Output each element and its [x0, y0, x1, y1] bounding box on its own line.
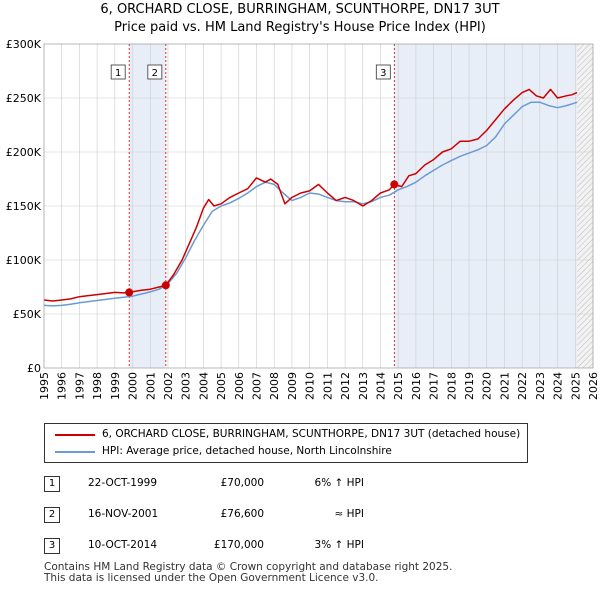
x-tick-label: 2016 — [410, 372, 423, 400]
x-tick-label: 2004 — [197, 372, 210, 400]
footer-licence: This data is licensed under the Open Gov… — [44, 572, 379, 584]
transaction-date: 10-OCT-2014 — [88, 539, 157, 551]
x-tick-label: 1997 — [73, 372, 86, 400]
chart-title-line2: Price paid vs. HM Land Registry's House … — [114, 20, 486, 35]
x-tick-label: 2002 — [162, 372, 175, 400]
legend-hpi-swatch — [55, 451, 95, 453]
x-tick-label: 2003 — [180, 372, 193, 400]
y-tick-label: £0 — [27, 362, 41, 375]
legend-hpi-label: HPI: Average price, detached house, Nort… — [102, 445, 392, 457]
x-tick-label: 2010 — [304, 372, 317, 400]
x-tick-label: 2011 — [321, 372, 334, 400]
y-tick-label: £200K — [6, 146, 42, 159]
transaction-price: £70,000 — [220, 477, 264, 489]
transaction-label-number: 3 — [380, 68, 386, 79]
x-tick-label: 2009 — [286, 372, 299, 400]
legend-property-label: 6, ORCHARD CLOSE, BURRINGHAM, SCUNTHORPE… — [102, 428, 521, 440]
x-tick-label: 2013 — [357, 372, 370, 400]
x-tick-label: 2015 — [392, 372, 405, 400]
x-tick-label: 2022 — [516, 372, 529, 400]
property-price-line — [43, 88, 578, 302]
transaction-marker — [390, 180, 399, 189]
transaction-date: 16-NOV-2001 — [88, 508, 159, 520]
transaction-label-number: 2 — [152, 68, 158, 79]
x-tick-label: 2001 — [144, 372, 157, 400]
x-tick-label: 2007 — [251, 372, 264, 400]
x-tick-label: 2000 — [127, 372, 140, 400]
legend-property-swatch — [55, 434, 95, 436]
y-tick-label: £100K — [6, 254, 42, 267]
transaction-label-box — [110, 64, 126, 80]
transaction-marker — [125, 288, 134, 297]
price-chart: 1 2 3 £0 £50K £100K £150K £200K £250K £300K 1995 1… — [6, 38, 600, 400]
x-tick-label: 2024 — [552, 372, 565, 400]
transaction-date: 22-OCT-1999 — [88, 477, 157, 489]
transaction-label-box — [147, 64, 163, 80]
transaction-hpi-compare: 3% ↑ HPI — [314, 539, 364, 551]
x-tick-label: 1995 — [38, 372, 51, 400]
transaction-markers-layer: 1 2 3 — [110, 64, 399, 297]
transaction-lines-layer — [128, 44, 395, 368]
x-tick-label: 1998 — [91, 372, 104, 400]
y-tick-label: £250K — [6, 92, 42, 105]
x-tick-label: 2023 — [534, 372, 547, 400]
x-tick-label: 2008 — [268, 372, 281, 400]
plot-frame — [43, 43, 594, 369]
x-tick-label: 2020 — [481, 372, 494, 400]
transaction-price: £76,600 — [220, 508, 264, 520]
x-tick-label: 2021 — [498, 372, 511, 400]
x-tick-label: 2018 — [445, 372, 458, 400]
hpi-line — [43, 101, 578, 307]
x-tick-label: 2017 — [428, 372, 441, 400]
transaction-number: 2 — [44, 507, 60, 523]
y-tick-label: £300K — [6, 38, 42, 51]
transaction-label-box — [375, 64, 391, 80]
footer-copyright: Contains HM Land Registry data © Crown c… — [44, 561, 453, 573]
x-tick-label: 2005 — [215, 372, 228, 400]
series-layer — [43, 88, 578, 307]
chart-title-line1: 6, ORCHARD CLOSE, BURRINGHAM, SCUNTHORPE… — [100, 2, 500, 17]
x-tick-label: 1996 — [56, 372, 69, 400]
transaction-price: £170,000 — [213, 539, 264, 551]
x-tick-label: 1999 — [109, 372, 122, 400]
transaction-number: 1 — [44, 476, 60, 492]
transaction-hpi-compare: 6% ↑ HPI — [314, 477, 364, 489]
x-tick-label: 2014 — [374, 372, 387, 400]
legend: 6, ORCHARD CLOSE, BURRINGHAM, SCUNTHORPE… — [44, 423, 528, 463]
x-tick-label: 2012 — [339, 372, 352, 400]
x-tick-label: 2006 — [233, 372, 246, 400]
y-tick-label: £150K — [6, 200, 42, 213]
x-tick-label: 2025 — [569, 372, 582, 400]
transaction-marker — [161, 281, 170, 290]
transaction-hpi-compare: ≈ HPI — [334, 508, 364, 520]
y-tick-label: £50K — [13, 308, 42, 321]
x-tick-label: 2026 — [587, 372, 600, 400]
transaction-number: 3 — [44, 538, 60, 554]
x-tick-label: 2019 — [463, 372, 476, 400]
transaction-label-number: 1 — [115, 68, 121, 79]
